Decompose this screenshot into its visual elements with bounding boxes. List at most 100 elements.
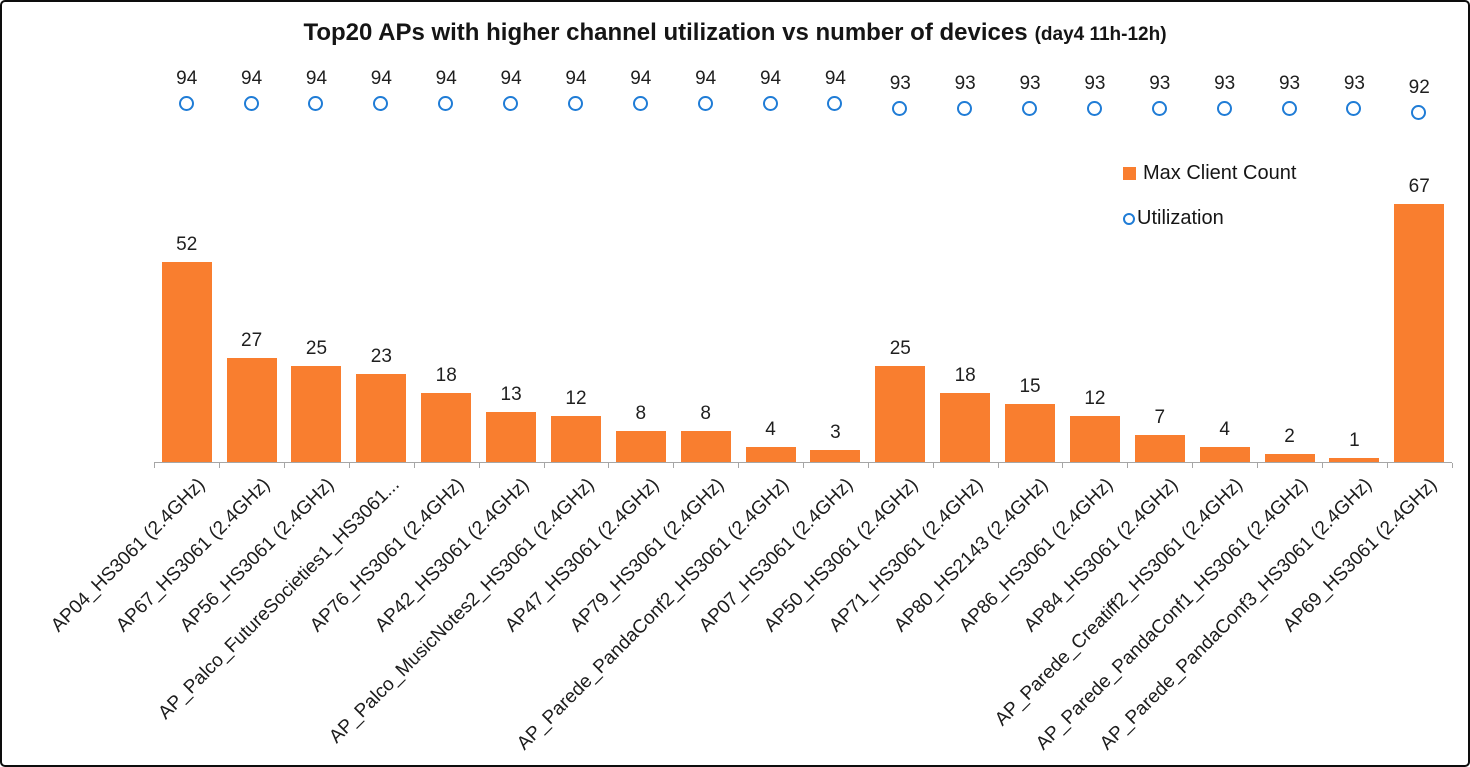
bar-max-client-count bbox=[1329, 458, 1380, 462]
axis-tick bbox=[154, 463, 156, 468]
axis-tick bbox=[1192, 463, 1194, 468]
utilization-value-label: 94 bbox=[305, 68, 328, 89]
utilization-value-label: 93 bbox=[1084, 72, 1106, 94]
bar-value-label: 12 bbox=[1084, 387, 1106, 409]
axis-tick bbox=[284, 463, 286, 468]
utilization-value-label: 93 bbox=[889, 72, 911, 94]
utilization-marker-icon bbox=[697, 96, 713, 111]
axis-tick bbox=[219, 463, 221, 468]
category-label: AP_Palco_FutureSocieties1_HS3061... bbox=[154, 474, 404, 724]
axis-tick bbox=[1451, 463, 1453, 468]
chart-title-period: (day4 11h-12h) bbox=[1034, 24, 1167, 45]
bar-max-client-count bbox=[1264, 454, 1315, 462]
axis-tick bbox=[932, 463, 934, 468]
utilization-marker-icon bbox=[1022, 100, 1038, 116]
utilization-value-label: 94 bbox=[630, 68, 652, 89]
utilization-marker-icon bbox=[373, 96, 389, 111]
utilization-marker-icon bbox=[503, 96, 519, 111]
bar-value-label: 8 bbox=[700, 403, 711, 425]
axis-tick bbox=[997, 463, 999, 468]
utilization-marker-icon bbox=[1216, 100, 1232, 116]
utilization-value-label: 94 bbox=[759, 68, 782, 89]
axis-tick bbox=[867, 463, 869, 468]
utilization-marker-icon bbox=[438, 96, 454, 111]
bar-max-client-count bbox=[1394, 204, 1445, 462]
utilization-value-label: 94 bbox=[435, 68, 457, 89]
bar-value-label: 18 bbox=[435, 364, 457, 386]
utilization-marker-icon bbox=[892, 100, 908, 116]
axis-tick bbox=[543, 463, 545, 468]
utilization-value-label: 93 bbox=[1214, 72, 1236, 94]
bar-max-client-count bbox=[356, 373, 407, 462]
utilization-marker-icon bbox=[1411, 105, 1427, 120]
bar-max-client-count bbox=[680, 431, 731, 462]
bar-value-label: 23 bbox=[370, 345, 392, 367]
circle-series-swatch-icon bbox=[1123, 212, 1135, 225]
bar-value-label: 8 bbox=[635, 403, 647, 425]
bar-value-label: 18 bbox=[954, 364, 976, 386]
category-axis-line bbox=[154, 462, 1452, 463]
axis-tick bbox=[1257, 463, 1259, 468]
bar-max-client-count bbox=[1005, 404, 1056, 462]
bar-max-client-count bbox=[1199, 446, 1250, 462]
utilization-value-label: 93 bbox=[1343, 72, 1365, 94]
bar-series-swatch-icon bbox=[1123, 167, 1136, 180]
utilization-marker-icon bbox=[243, 96, 259, 111]
axis-tick bbox=[1062, 463, 1064, 468]
bar-max-client-count bbox=[615, 431, 666, 462]
bar-max-client-count bbox=[745, 446, 796, 462]
bar-max-client-count bbox=[810, 450, 861, 462]
bar-max-client-count bbox=[486, 412, 537, 462]
bar-value-label: 52 bbox=[176, 234, 198, 255]
bar-max-client-count bbox=[161, 262, 212, 462]
bar-value-label: 4 bbox=[765, 418, 776, 440]
bar-value-label: 7 bbox=[1154, 407, 1166, 429]
bar-max-client-count bbox=[1069, 415, 1120, 462]
utilization-marker-icon bbox=[1151, 100, 1167, 116]
bar-value-label: 15 bbox=[1019, 376, 1041, 398]
utilization-marker-icon bbox=[827, 96, 843, 111]
utilization-value-label: 93 bbox=[954, 72, 976, 94]
bar-value-label: 3 bbox=[830, 422, 841, 444]
axis-tick bbox=[738, 463, 740, 468]
category-label: AP_Parede_Creatiff2_HS3061 (2.4GHz) bbox=[990, 474, 1247, 731]
utilization-value-label: 94 bbox=[824, 68, 846, 89]
bar-max-client-count bbox=[940, 392, 991, 462]
bar-value-label: 2 bbox=[1284, 426, 1295, 448]
bar-max-client-count bbox=[421, 392, 472, 462]
bar-max-client-count bbox=[226, 358, 277, 462]
utilization-value-label: 94 bbox=[695, 68, 717, 89]
chart-title-main: Top20 APs with higher channel utilizatio… bbox=[303, 19, 1028, 46]
legend-item-max-client-count: Max Client Count bbox=[1123, 162, 1296, 185]
bar-value-label: 67 bbox=[1408, 176, 1430, 198]
axis-tick bbox=[348, 463, 350, 468]
bar-value-label: 1 bbox=[1349, 430, 1360, 452]
utilization-value-label: 93 bbox=[1149, 72, 1171, 94]
bar-max-client-count bbox=[550, 415, 601, 462]
axis-tick bbox=[608, 463, 610, 468]
utilization-marker-icon bbox=[567, 96, 583, 111]
axis-tick bbox=[803, 463, 804, 468]
utilization-value-label: 92 bbox=[1408, 77, 1430, 98]
utilization-marker-icon bbox=[308, 96, 324, 111]
legend-item-utilization: Utilization bbox=[1123, 207, 1296, 230]
utilization-value-label: 94 bbox=[241, 68, 263, 89]
utilization-value-label: 93 bbox=[1019, 72, 1041, 94]
bar-value-label: 25 bbox=[305, 337, 328, 359]
bar-value-label: 4 bbox=[1219, 418, 1230, 440]
bar-value-label: 27 bbox=[241, 330, 263, 352]
axis-tick bbox=[478, 463, 480, 468]
legend-label-utilization: Utilization bbox=[1137, 207, 1224, 229]
axis-tick bbox=[413, 463, 415, 468]
axis-tick bbox=[1127, 463, 1129, 468]
legend-label-max-client-count: Max Client Count bbox=[1143, 162, 1297, 184]
utilization-value-label: 94 bbox=[176, 68, 198, 89]
utilization-marker-icon bbox=[1346, 100, 1362, 116]
utilization-marker-icon bbox=[762, 96, 778, 111]
bar-value-label: 25 bbox=[889, 337, 911, 359]
axis-tick bbox=[1321, 463, 1323, 468]
utilization-value-label: 93 bbox=[1278, 72, 1301, 94]
bar-value-label: 13 bbox=[500, 384, 522, 405]
utilization-marker-icon bbox=[1281, 100, 1297, 116]
